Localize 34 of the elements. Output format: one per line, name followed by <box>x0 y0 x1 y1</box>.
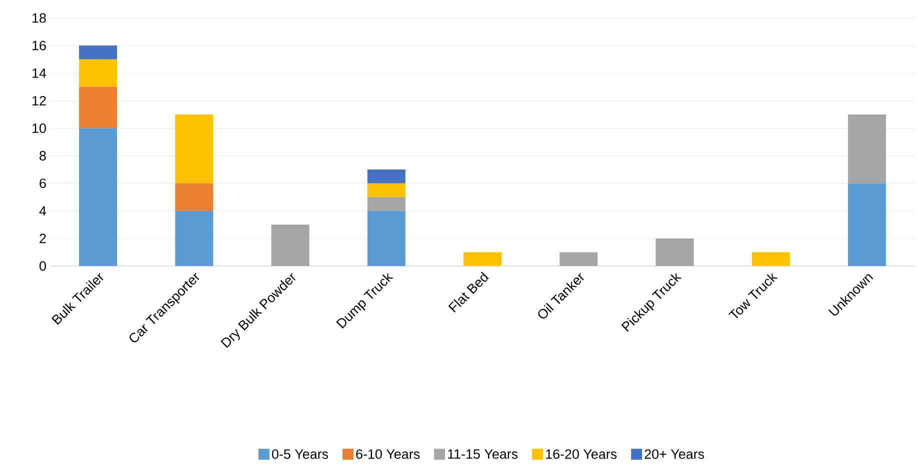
bar <box>79 46 118 60</box>
bar <box>175 210 214 266</box>
legend-label: 20+ Years <box>644 449 704 459</box>
bar <box>367 183 406 198</box>
bar <box>464 252 502 266</box>
bar <box>367 170 406 184</box>
bar <box>367 197 406 211</box>
bar <box>175 114 214 184</box>
y-tick-label: 12 <box>32 96 46 106</box>
y-tick-label: 4 <box>39 206 46 216</box>
y-tick-label: 8 <box>40 151 46 161</box>
y-tick-label: 18 <box>32 13 46 23</box>
y-tick-label: 14 <box>32 68 46 78</box>
legend-label: 6-10 Years <box>356 449 420 459</box>
legend-label: 0-5 Years <box>272 449 328 459</box>
bar <box>79 86 118 128</box>
bar <box>848 183 886 266</box>
legend-label: 11-15 Years <box>448 449 518 459</box>
bar <box>271 224 310 266</box>
bar <box>367 210 406 266</box>
legend-label: 16-20 Years <box>546 449 617 459</box>
x-tick-label: Flat Bed <box>448 272 489 313</box>
y-tick-label: 0 <box>40 261 46 271</box>
y-tick-label: 16 <box>32 40 46 50</box>
bar <box>752 252 790 266</box>
bar <box>79 59 118 87</box>
bar <box>175 183 214 211</box>
bar <box>848 114 886 184</box>
y-tick-label: 6 <box>40 178 46 188</box>
bar <box>560 252 598 266</box>
y-tick-label: 10 <box>32 123 46 133</box>
bar <box>79 128 118 266</box>
bar <box>656 238 694 266</box>
y-tick-label: 2 <box>40 234 46 244</box>
